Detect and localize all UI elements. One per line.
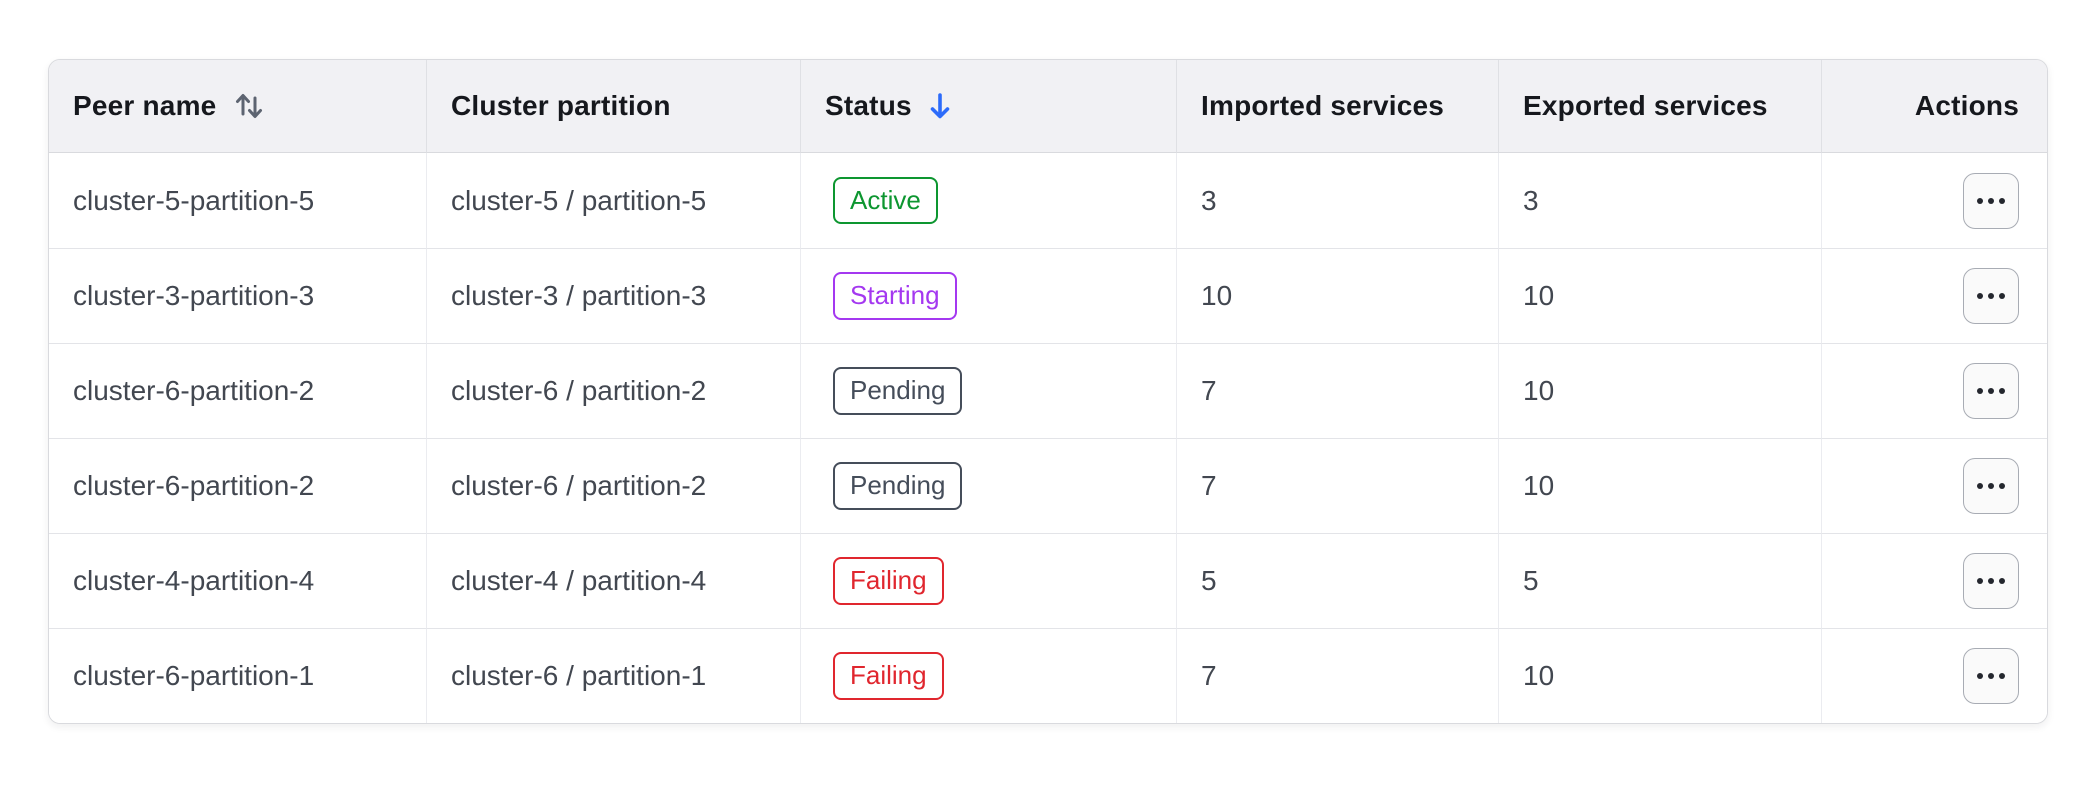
imported-services-cell: 5 bbox=[1176, 533, 1498, 628]
exported-services-cell: 10 bbox=[1498, 343, 1821, 438]
ellipsis-icon bbox=[1977, 483, 2005, 489]
status-cell: Failing bbox=[800, 628, 1176, 723]
status-badge: Failing bbox=[833, 652, 944, 700]
column-header-cluster-partition: Cluster partition bbox=[426, 60, 800, 153]
status-badge: Starting bbox=[833, 272, 957, 320]
imported-services-cell: 7 bbox=[1176, 438, 1498, 533]
header-row: Peer name Cluster partition Status bbox=[49, 60, 2047, 153]
imported-services-cell: 3 bbox=[1176, 153, 1498, 248]
exported-services-cell: 10 bbox=[1498, 248, 1821, 343]
column-label-status: Status bbox=[825, 90, 912, 121]
actions-cell bbox=[1821, 248, 2047, 343]
sort-up-down-icon[interactable] bbox=[232, 89, 266, 123]
ellipsis-icon bbox=[1977, 578, 2005, 584]
cluster-partition-cell: cluster-6 / partition-1 bbox=[426, 628, 800, 723]
column-header-peer-name[interactable]: Peer name bbox=[49, 60, 426, 153]
row-actions-button[interactable] bbox=[1963, 648, 2019, 704]
cluster-partition-cell: cluster-6 / partition-2 bbox=[426, 343, 800, 438]
peer-name-cell: cluster-5-partition-5 bbox=[49, 153, 426, 248]
column-label-imported-services: Imported services bbox=[1201, 90, 1445, 121]
status-cell: Pending bbox=[800, 343, 1176, 438]
status-badge: Pending bbox=[833, 462, 963, 510]
cluster-partition-cell: cluster-5 / partition-5 bbox=[426, 153, 800, 248]
row-actions-button[interactable] bbox=[1963, 553, 2019, 609]
exported-services-cell: 10 bbox=[1498, 438, 1821, 533]
row-actions-button[interactable] bbox=[1963, 172, 2019, 229]
imported-services-cell: 7 bbox=[1176, 628, 1498, 723]
actions-cell bbox=[1821, 533, 2047, 628]
exported-services-cell: 5 bbox=[1498, 533, 1821, 628]
row-actions-button[interactable] bbox=[1963, 268, 2019, 324]
column-label-cluster-partition: Cluster partition bbox=[451, 90, 671, 121]
peers-table-card: Peer name Cluster partition Status bbox=[48, 59, 2048, 724]
status-cell: Starting bbox=[800, 248, 1176, 343]
actions-cell bbox=[1821, 628, 2047, 723]
column-label-exported-services: Exported services bbox=[1523, 90, 1768, 121]
column-header-imported-services: Imported services bbox=[1176, 60, 1498, 153]
peers-table: Peer name Cluster partition Status bbox=[49, 60, 2047, 723]
table-row: cluster-6-partition-2 cluster-6 / partit… bbox=[49, 438, 2047, 533]
imported-services-cell: 7 bbox=[1176, 343, 1498, 438]
exported-services-cell: 10 bbox=[1498, 628, 1821, 723]
column-label-peer-name: Peer name bbox=[73, 90, 217, 121]
column-header-exported-services: Exported services bbox=[1498, 60, 1821, 153]
column-header-actions: Actions bbox=[1821, 60, 2047, 153]
peer-name-cell: cluster-6-partition-1 bbox=[49, 628, 426, 723]
exported-services-cell: 3 bbox=[1498, 153, 1821, 248]
status-badge: Failing bbox=[833, 557, 944, 605]
ellipsis-icon bbox=[1977, 293, 2005, 299]
table-row: cluster-5-partition-5 cluster-5 / partit… bbox=[49, 153, 2047, 248]
peer-name-cell: cluster-4-partition-4 bbox=[49, 533, 426, 628]
imported-services-cell: 10 bbox=[1176, 248, 1498, 343]
status-cell: Active bbox=[800, 153, 1176, 248]
actions-cell bbox=[1821, 153, 2047, 248]
row-actions-button[interactable] bbox=[1963, 458, 2019, 514]
ellipsis-icon bbox=[1977, 673, 2005, 679]
peer-name-cell: cluster-6-partition-2 bbox=[49, 438, 426, 533]
cluster-partition-cell: cluster-4 / partition-4 bbox=[426, 533, 800, 628]
status-badge: Active bbox=[833, 176, 938, 225]
column-label-actions: Actions bbox=[1914, 90, 2019, 121]
table-row: cluster-3-partition-3 cluster-3 / partit… bbox=[49, 248, 2047, 343]
sort-descending-arrow-icon[interactable] bbox=[928, 91, 952, 121]
status-cell: Pending bbox=[800, 438, 1176, 533]
actions-cell bbox=[1821, 438, 2047, 533]
table-row: cluster-4-partition-4 cluster-4 / partit… bbox=[49, 533, 2047, 628]
status-cell: Failing bbox=[800, 533, 1176, 628]
ellipsis-icon bbox=[1977, 197, 2005, 204]
peer-name-cell: cluster-3-partition-3 bbox=[49, 248, 426, 343]
table-row: cluster-6-partition-2 cluster-6 / partit… bbox=[49, 343, 2047, 438]
status-badge: Pending bbox=[833, 367, 963, 415]
column-header-status[interactable]: Status bbox=[800, 60, 1176, 153]
row-actions-button[interactable] bbox=[1963, 363, 2019, 419]
cluster-partition-cell: cluster-6 / partition-2 bbox=[426, 438, 800, 533]
table-row: cluster-6-partition-1 cluster-6 / partit… bbox=[49, 628, 2047, 723]
cluster-partition-cell: cluster-3 / partition-3 bbox=[426, 248, 800, 343]
actions-cell bbox=[1821, 343, 2047, 438]
ellipsis-icon bbox=[1977, 388, 2005, 394]
peer-name-cell: cluster-6-partition-2 bbox=[49, 343, 426, 438]
